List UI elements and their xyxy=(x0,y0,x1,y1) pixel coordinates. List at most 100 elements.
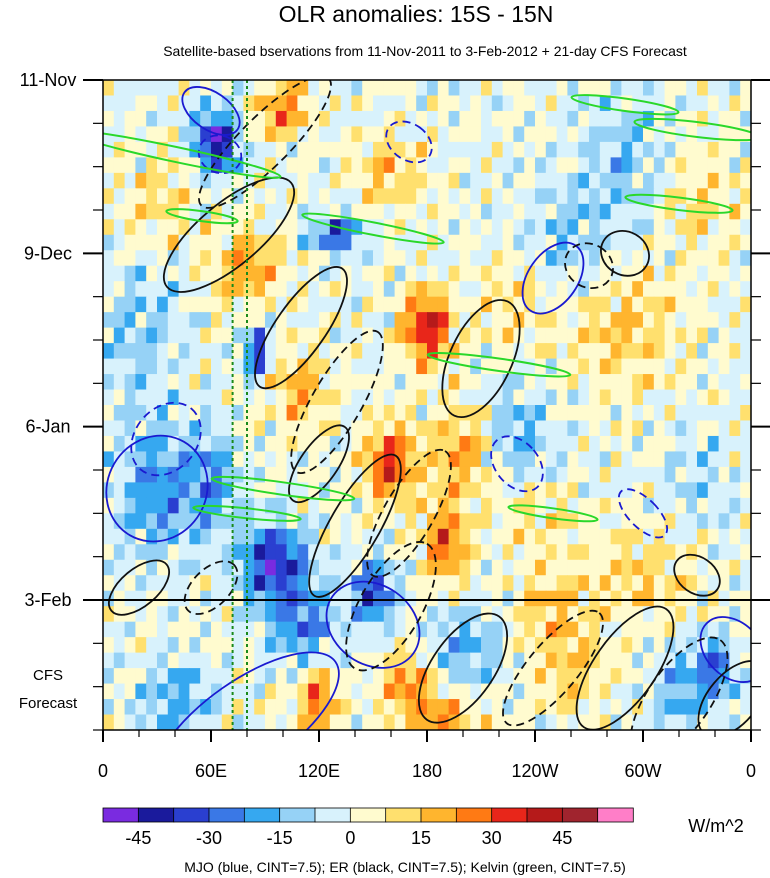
colorbar-units: W/m^2 xyxy=(688,816,743,836)
heat-cell xyxy=(286,528,298,545)
heat-cell xyxy=(729,699,741,716)
heat-cell xyxy=(124,172,136,189)
heat-cell xyxy=(524,482,536,499)
heat-cell xyxy=(189,590,201,607)
heat-cell xyxy=(243,389,255,406)
heat-cell xyxy=(200,451,212,468)
heat-cell xyxy=(103,405,115,422)
heat-cell xyxy=(664,544,676,561)
heat-cell xyxy=(178,312,190,329)
heat-cell xyxy=(643,219,655,236)
heat-cell xyxy=(157,606,169,623)
heat-cell xyxy=(178,265,190,282)
heat-cell xyxy=(200,590,212,607)
heat-cell xyxy=(113,668,126,685)
heat-cell xyxy=(286,652,298,669)
heat-cell xyxy=(599,637,612,654)
heat-cell xyxy=(243,497,255,514)
heat-cell xyxy=(265,80,277,97)
heat-cell xyxy=(556,482,568,499)
heat-cell xyxy=(707,126,720,143)
heat-cell xyxy=(297,435,309,453)
heat-cell xyxy=(513,389,525,406)
heat-cell xyxy=(427,141,439,158)
heat-cell xyxy=(362,110,374,128)
heat-cell xyxy=(599,621,612,638)
heat-cell xyxy=(567,188,579,205)
heat-cell xyxy=(243,575,255,592)
heat-cell xyxy=(308,621,320,638)
heat-cell xyxy=(135,374,147,391)
heat-cell xyxy=(707,714,720,730)
heat-cell xyxy=(221,435,234,453)
heat-cell xyxy=(221,451,234,468)
heat-cell xyxy=(135,575,147,592)
heat-cell xyxy=(664,327,676,344)
heat-cell xyxy=(157,172,169,189)
heat-cell xyxy=(491,559,504,576)
heat-cell xyxy=(524,652,536,669)
heat-cell xyxy=(351,513,363,530)
heat-cell xyxy=(232,80,244,97)
heat-cell xyxy=(124,435,136,453)
heat-cell xyxy=(535,95,547,112)
heat-cell xyxy=(448,281,460,298)
heat-cell xyxy=(405,203,417,220)
heat-cell xyxy=(351,621,363,638)
heat-cell xyxy=(686,451,698,468)
heat-cell xyxy=(157,420,169,437)
heat-cell xyxy=(524,95,536,112)
heat-cell xyxy=(589,110,601,128)
heat-cell xyxy=(254,405,266,422)
heat-cell xyxy=(632,126,644,143)
heat-cell xyxy=(632,374,644,391)
heat-cell xyxy=(459,172,471,189)
heat-cell xyxy=(373,699,385,716)
heat-cell xyxy=(351,389,363,406)
heat-cell xyxy=(416,497,428,514)
heat-cell xyxy=(211,327,223,344)
heat-cell xyxy=(211,203,223,220)
heat-cell xyxy=(427,219,439,236)
heat-cell xyxy=(729,637,741,654)
heat-cell xyxy=(632,312,644,329)
heat-cell xyxy=(416,575,428,592)
heat-cell xyxy=(470,652,482,669)
heat-cell xyxy=(103,281,115,298)
heat-cell xyxy=(664,683,676,700)
heat-cell xyxy=(621,621,633,638)
heat-cell xyxy=(470,219,482,236)
heat-cell xyxy=(697,389,709,406)
heat-cell xyxy=(545,374,558,391)
heat-cell xyxy=(632,389,644,406)
colorbar-swatch xyxy=(279,807,316,823)
heat-cell xyxy=(167,683,180,700)
heat-cell xyxy=(286,374,298,391)
heat-cell xyxy=(340,714,352,730)
colorbar-swatch xyxy=(349,807,387,823)
heat-cell xyxy=(718,374,730,391)
heat-cell xyxy=(308,374,320,391)
heat-cell xyxy=(351,312,363,329)
heat-cell xyxy=(675,110,687,128)
heat-cell xyxy=(189,126,201,143)
heat-cell xyxy=(286,559,298,576)
heat-cell xyxy=(556,141,568,158)
heat-cell xyxy=(556,110,568,128)
heat-cell xyxy=(556,281,568,298)
heat-cell xyxy=(308,281,320,298)
heat-cell xyxy=(297,451,309,468)
heat-cell xyxy=(308,683,320,700)
heat-cell xyxy=(578,451,590,468)
heat-cell xyxy=(211,637,223,654)
heat-cell xyxy=(232,141,244,158)
heat-cell xyxy=(632,435,644,453)
heat-cell xyxy=(589,621,601,638)
heat-cell xyxy=(729,482,741,499)
heat-cell xyxy=(113,714,126,730)
heat-cell xyxy=(373,172,385,189)
heat-cell xyxy=(599,652,612,669)
heat-cell xyxy=(567,405,579,422)
heat-cell xyxy=(103,714,115,730)
heat-cell xyxy=(686,296,698,313)
